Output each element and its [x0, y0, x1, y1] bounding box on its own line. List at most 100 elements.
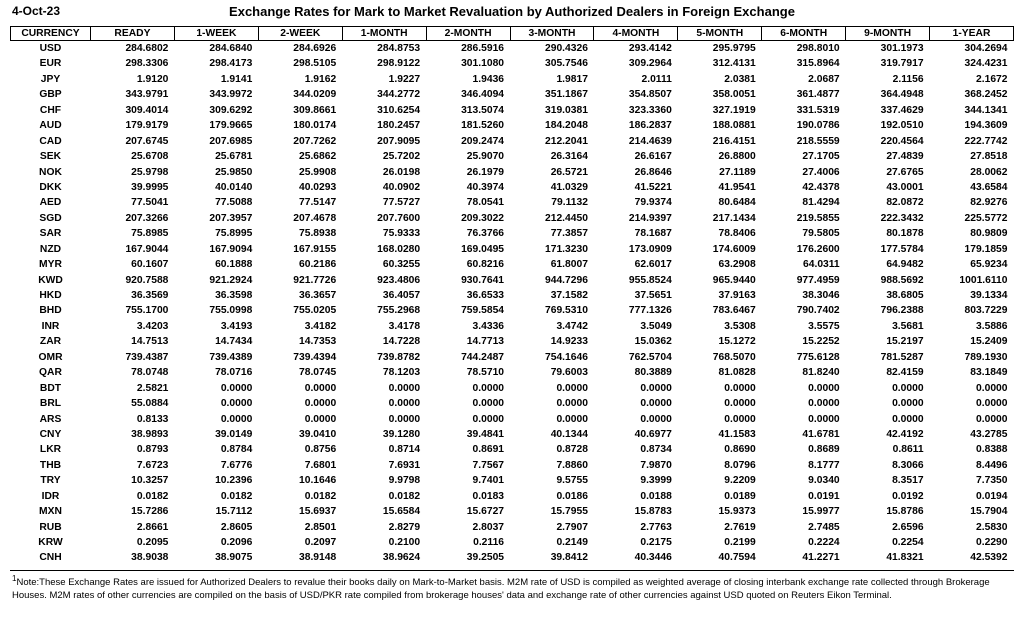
currency-code: QAR — [11, 365, 91, 380]
rate-cell: 0.2100 — [342, 535, 426, 550]
table-row: SEK25.670825.678125.686225.720225.907026… — [11, 149, 1014, 164]
rate-cell: 775.6128 — [762, 350, 846, 365]
rate-cell: 26.0198 — [342, 165, 426, 180]
rate-cell: 755.2968 — [342, 303, 426, 318]
rate-cell: 15.2197 — [846, 334, 930, 349]
footnote: 1Note:These Exchange Rates are issued fo… — [10, 574, 1014, 603]
rate-cell: 78.5710 — [426, 365, 510, 380]
rate-cell: 301.1973 — [846, 41, 930, 57]
rate-cell: 3.5049 — [594, 319, 678, 334]
rate-cell: 768.5070 — [678, 350, 762, 365]
rate-cell: 921.7726 — [258, 273, 342, 288]
rate-cell: 77.5727 — [342, 195, 426, 210]
rate-cell: 41.6781 — [762, 427, 846, 442]
rate-cell: 25.9908 — [258, 165, 342, 180]
rate-cell: 184.2048 — [510, 118, 594, 133]
rate-cell: 79.6003 — [510, 365, 594, 380]
rate-cell: 207.3266 — [91, 211, 175, 226]
rate-cell: 305.7546 — [510, 56, 594, 71]
currency-code: THB — [11, 458, 91, 473]
rate-cell: 7.6931 — [342, 458, 426, 473]
rate-cell: 27.1705 — [762, 149, 846, 164]
rate-cell: 15.7955 — [510, 504, 594, 519]
currency-code: GBP — [11, 87, 91, 102]
rate-cell: 15.2409 — [930, 334, 1014, 349]
rate-cell: 36.3657 — [258, 288, 342, 303]
rate-cell: 40.0902 — [342, 180, 426, 195]
rate-cell: 0.8784 — [174, 442, 258, 457]
rate-cell: 0.0000 — [678, 381, 762, 396]
rate-cell: 3.4336 — [426, 319, 510, 334]
rate-cell: 81.4294 — [762, 195, 846, 210]
table-row: IDR0.01820.01820.01820.01820.01830.01860… — [11, 489, 1014, 504]
rate-cell: 2.1156 — [846, 72, 930, 87]
table-row: BRL55.08840.00000.00000.00000.00000.0000… — [11, 396, 1014, 411]
rate-cell: 222.7742 — [930, 134, 1014, 149]
rate-cell: 0.0000 — [762, 381, 846, 396]
rate-cell: 309.2964 — [594, 56, 678, 71]
rate-cell: 1001.6110 — [930, 273, 1014, 288]
rate-cell: 171.3230 — [510, 242, 594, 257]
rate-cell: 78.1687 — [594, 226, 678, 241]
rate-cell: 309.8661 — [258, 103, 342, 118]
rate-cell: 0.0192 — [846, 489, 930, 504]
rate-cell: 755.1700 — [91, 303, 175, 318]
table-row: INR3.42033.41933.41823.41783.43363.47423… — [11, 319, 1014, 334]
rate-cell: 0.0191 — [762, 489, 846, 504]
rate-cell: 0.2096 — [174, 535, 258, 550]
col-1-year: 1-YEAR — [930, 27, 1014, 41]
rate-cell: 9.9798 — [342, 473, 426, 488]
currency-code: TRY — [11, 473, 91, 488]
rate-cell: 0.0000 — [426, 396, 510, 411]
rate-cell: 81.8240 — [762, 365, 846, 380]
rate-cell: 0.0000 — [426, 381, 510, 396]
rate-cell: 0.0000 — [678, 396, 762, 411]
rate-cell: 337.4629 — [846, 103, 930, 118]
currency-code: LKR — [11, 442, 91, 457]
rate-cell: 60.1607 — [91, 257, 175, 272]
rate-cell: 42.4378 — [762, 180, 846, 195]
rate-cell: 0.0000 — [762, 412, 846, 427]
table-row: CHF309.4014309.6292309.8661310.6254313.5… — [11, 103, 1014, 118]
currency-code: ZAR — [11, 334, 91, 349]
table-row: THB7.67237.67767.68017.69317.75677.88607… — [11, 458, 1014, 473]
rate-cell: 40.3446 — [594, 550, 678, 565]
rate-cell: 207.3957 — [174, 211, 258, 226]
rate-cell: 0.0000 — [762, 396, 846, 411]
rate-cell: 344.1341 — [930, 103, 1014, 118]
rate-cell: 0.0000 — [594, 412, 678, 427]
rate-cell: 2.0687 — [762, 72, 846, 87]
rate-cell: 0.0000 — [342, 381, 426, 396]
rate-cell: 312.4131 — [678, 56, 762, 71]
rate-cell: 75.8938 — [258, 226, 342, 241]
currency-code: BDT — [11, 381, 91, 396]
rate-cell: 364.4948 — [846, 87, 930, 102]
rate-cell: 26.3164 — [510, 149, 594, 164]
rate-cell: 2.8279 — [342, 520, 426, 535]
rate-cell: 25.6781 — [174, 149, 258, 164]
rate-cell: 0.0000 — [510, 381, 594, 396]
table-row: NOK25.979825.985025.990826.019826.197926… — [11, 165, 1014, 180]
rate-cell: 27.6765 — [846, 165, 930, 180]
rate-cell: 944.7296 — [510, 273, 594, 288]
currency-code: CNY — [11, 427, 91, 442]
rate-cell: 55.0884 — [91, 396, 175, 411]
rate-cell: 0.0000 — [174, 381, 258, 396]
table-row: JPY1.91201.91411.91621.92271.94361.98172… — [11, 72, 1014, 87]
rate-cell: 955.8524 — [594, 273, 678, 288]
rate-cell: 739.4394 — [258, 350, 342, 365]
rate-cell: 36.3569 — [91, 288, 175, 303]
rate-cell: 40.1344 — [510, 427, 594, 442]
rate-cell: 179.9179 — [91, 118, 175, 133]
currency-code: CNH — [11, 550, 91, 565]
col-1-month: 1-MONTH — [342, 27, 426, 41]
rate-cell: 298.8010 — [762, 41, 846, 57]
rate-cell: 15.1272 — [678, 334, 762, 349]
rate-cell: 83.1849 — [930, 365, 1014, 380]
rate-cell: 39.2505 — [426, 550, 510, 565]
rate-cell: 0.0194 — [930, 489, 1014, 504]
rate-cell: 0.0189 — [678, 489, 762, 504]
rate-cell: 37.5651 — [594, 288, 678, 303]
rate-cell: 759.5854 — [426, 303, 510, 318]
currency-code: KRW — [11, 535, 91, 550]
